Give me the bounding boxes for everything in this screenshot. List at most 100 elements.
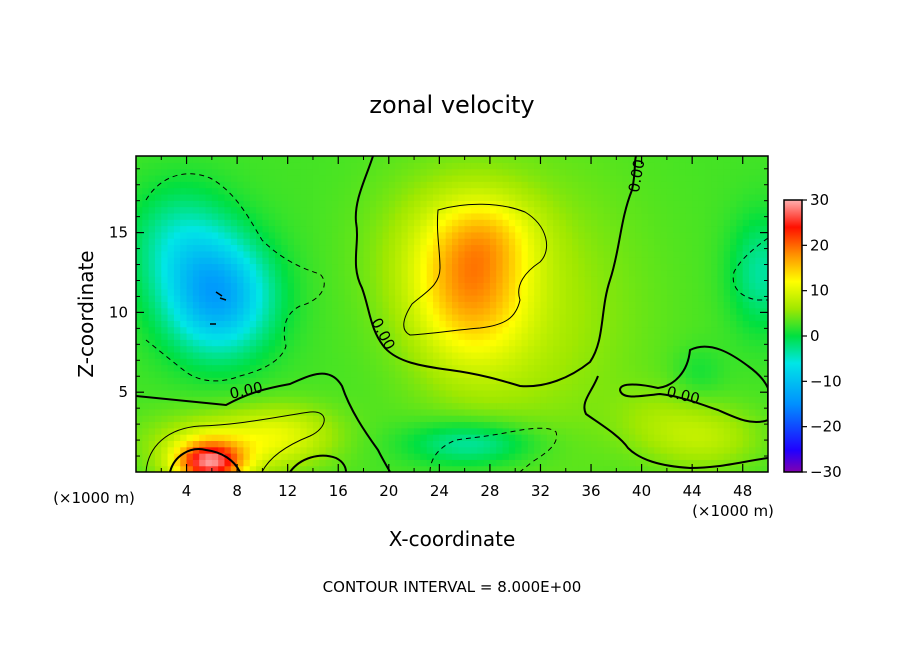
heatmap-cell <box>736 187 744 195</box>
heatmap-cell <box>243 156 251 163</box>
heatmap-cell <box>755 212 763 220</box>
heatmap-cell <box>578 219 586 227</box>
heatmap-cell <box>388 187 396 195</box>
heatmap-cell <box>287 383 295 391</box>
heatmap-cell <box>376 282 384 290</box>
heatmap-cell <box>559 440 567 448</box>
heatmap-cell <box>660 257 668 265</box>
heatmap-cell <box>673 377 681 385</box>
heatmap-cell <box>268 288 276 296</box>
heatmap-cell <box>540 269 548 277</box>
heatmap-cell <box>306 370 314 378</box>
heatmap-cell <box>515 440 523 448</box>
heatmap-cell <box>142 162 150 170</box>
heatmap-cell <box>325 351 333 359</box>
heatmap-cell <box>647 238 655 246</box>
heatmap-cell <box>300 434 308 441</box>
heatmap-cell <box>249 465 257 472</box>
heatmap-cell <box>578 389 586 397</box>
heatmap-cell <box>369 465 377 472</box>
heatmap-cell <box>660 187 668 195</box>
heatmap-cell <box>635 339 643 347</box>
heatmap-cell <box>685 162 693 170</box>
heatmap-cell <box>685 257 693 265</box>
heatmap-cell <box>470 282 478 290</box>
heatmap-cell <box>666 358 674 366</box>
heatmap-cell <box>433 156 440 163</box>
heatmap-cell <box>148 402 156 410</box>
heatmap-cell <box>256 200 263 208</box>
heatmap-cell <box>527 326 535 334</box>
heatmap-cell <box>515 174 523 182</box>
heatmap-cell <box>218 446 226 454</box>
heatmap-cell <box>338 295 346 302</box>
heatmap-cell <box>578 301 586 309</box>
heatmap-cell <box>401 288 409 296</box>
heatmap-cell <box>262 339 270 347</box>
heatmap-cell <box>369 459 377 467</box>
heatmap-cell <box>262 314 270 321</box>
heatmap-cell <box>148 332 156 340</box>
heatmap-cell <box>483 408 491 416</box>
heatmap-cell <box>496 282 504 290</box>
heatmap-cell <box>376 408 384 416</box>
heatmap-cell <box>698 174 706 182</box>
heatmap-cell <box>534 408 542 416</box>
heatmap-cell <box>306 364 314 372</box>
heatmap-cell <box>610 383 617 391</box>
heatmap-cell <box>414 193 421 201</box>
heatmap-cell <box>148 377 156 385</box>
heatmap-cell <box>376 250 384 258</box>
heatmap-cell <box>685 408 693 416</box>
heatmap-cell <box>572 225 579 233</box>
heatmap-cell <box>205 326 213 334</box>
heatmap-cell <box>186 434 194 441</box>
heatmap-cell <box>445 345 453 353</box>
heatmap-cell <box>433 332 440 340</box>
heatmap-cell <box>704 408 712 416</box>
heatmap-cell <box>173 421 181 429</box>
heatmap-cell <box>262 434 270 441</box>
heatmap-cell <box>319 225 327 233</box>
heatmap-cell <box>268 307 276 315</box>
heatmap-cell <box>540 219 548 227</box>
heatmap-cell <box>224 219 232 227</box>
heatmap-cell <box>142 465 150 472</box>
heatmap-cell <box>483 314 491 321</box>
heatmap-cell <box>483 212 491 220</box>
heatmap-cell <box>692 459 700 467</box>
heatmap-cell <box>452 351 459 359</box>
heatmap-cell <box>319 320 327 328</box>
heatmap-cell <box>470 193 478 201</box>
heatmap-cell <box>300 181 308 189</box>
heatmap-cell <box>243 282 251 290</box>
heatmap-cell <box>679 244 687 252</box>
heatmap-cell <box>388 314 396 321</box>
heatmap-cell <box>736 282 744 290</box>
heatmap-cell <box>167 370 175 378</box>
heatmap-cell <box>477 282 485 290</box>
heatmap-cell <box>218 282 226 290</box>
heatmap-cell <box>426 453 434 460</box>
heatmap-cell <box>597 212 605 220</box>
heatmap-cell <box>622 288 630 296</box>
heatmap-cell <box>546 320 554 328</box>
heatmap-cell <box>502 389 510 397</box>
heatmap-cell <box>395 351 403 359</box>
heatmap-cell <box>262 282 270 290</box>
heatmap-cell <box>395 358 403 366</box>
heatmap-cell <box>136 339 143 347</box>
heatmap-cell <box>161 206 169 214</box>
heatmap-cell <box>256 193 263 201</box>
heatmap-cell <box>647 320 655 328</box>
heatmap-cell <box>508 370 516 378</box>
heatmap-cell <box>647 168 655 176</box>
heatmap-cell <box>641 339 649 347</box>
heatmap-cell <box>483 339 491 347</box>
heatmap-cell <box>622 389 630 397</box>
heatmap-cell <box>591 364 598 372</box>
heatmap-cell <box>249 187 257 195</box>
heatmap-cell <box>262 351 270 359</box>
heatmap-cell <box>458 231 466 239</box>
heatmap-cell <box>388 402 396 410</box>
